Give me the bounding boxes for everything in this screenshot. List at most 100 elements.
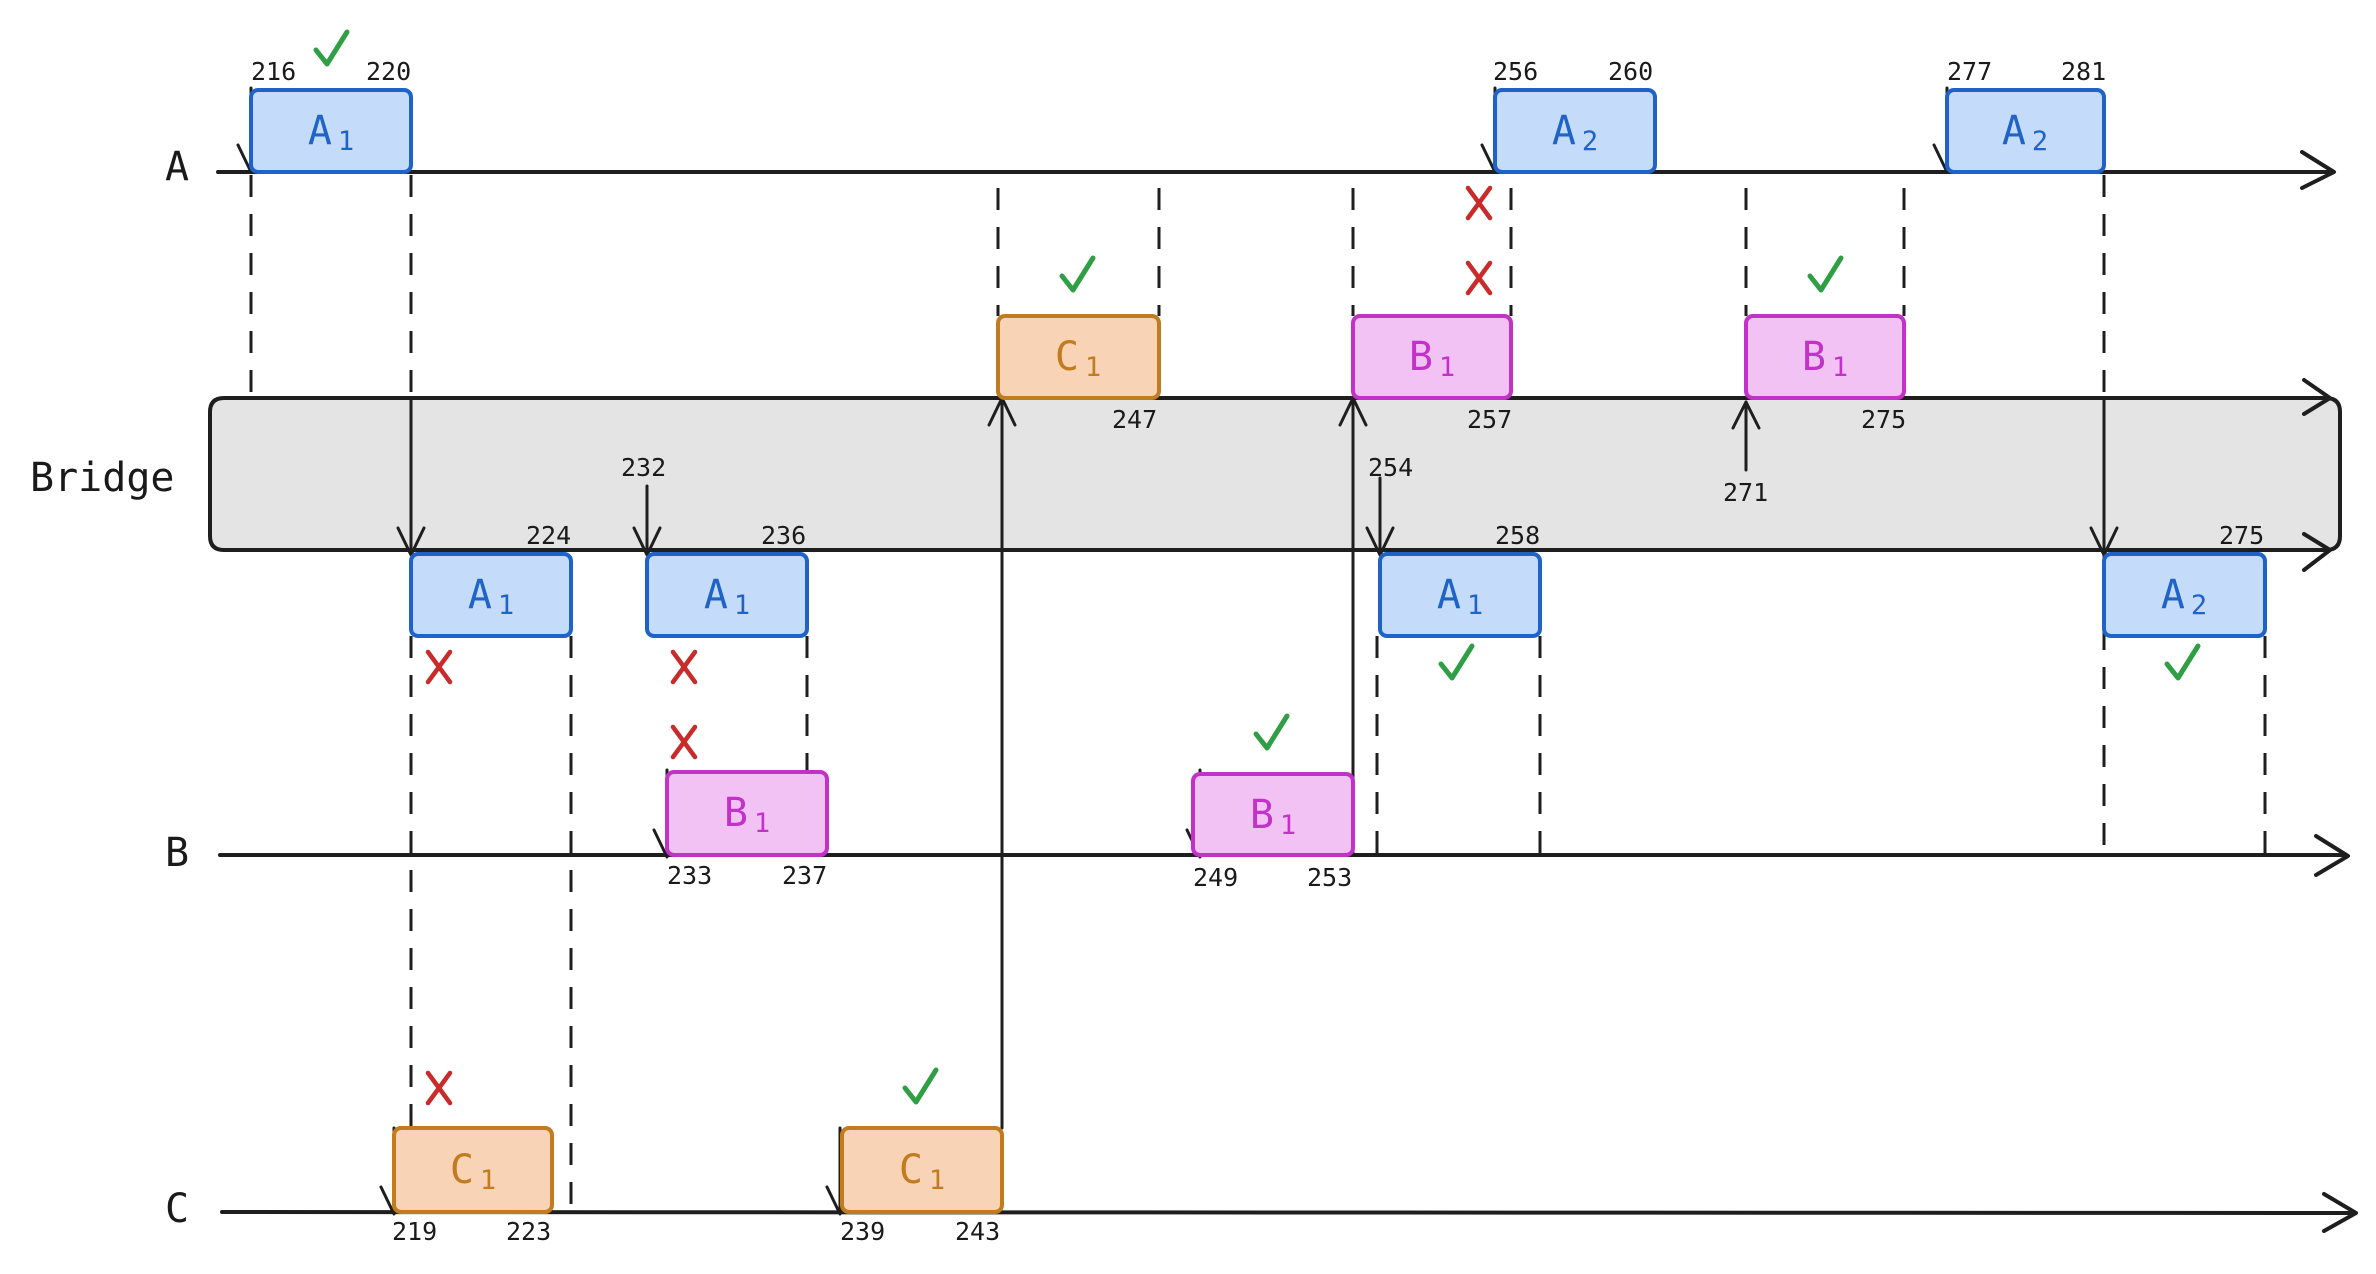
tick-label: 257: [1467, 405, 1512, 434]
block-subscript: 1: [1439, 352, 1455, 383]
cross-icon: [1465, 260, 1493, 296]
tick-label: 223: [506, 1217, 551, 1246]
svg-text:B1: B1: [724, 790, 770, 839]
block-subscript: 2: [2191, 590, 2207, 621]
svg-text:B1: B1: [1409, 334, 1455, 383]
lane-label-bridge: Bridge: [30, 455, 175, 501]
check-icon: [2164, 643, 2201, 681]
block-letter: C: [1055, 334, 1079, 380]
svg-text:A2: A2: [2161, 572, 2207, 621]
tick-label: 249: [1193, 863, 1238, 892]
lane-label-a: A: [165, 144, 189, 190]
tick-label: 216: [251, 57, 296, 86]
check-icon: [313, 29, 350, 67]
cross-icon: [425, 1070, 453, 1106]
tick-label: 243: [955, 1217, 1000, 1246]
tick-label: 281: [2061, 57, 2106, 86]
svg-text:A1: A1: [704, 572, 750, 621]
block-subscript: 1: [734, 590, 750, 621]
tick-label: 271: [1723, 478, 1768, 507]
tick-label: 253: [1307, 863, 1352, 892]
bridge-band: [208, 378, 2342, 572]
tick-label: 254: [1368, 453, 1413, 482]
block-subscript: 1: [1280, 810, 1296, 841]
tick-label: 224: [526, 521, 571, 550]
block-subscript: 1: [1832, 352, 1848, 383]
tick-label: 275: [2219, 521, 2264, 550]
lane-label-c: C: [165, 1186, 189, 1232]
svg-text:A2: A2: [2002, 108, 2048, 157]
block-letter: C: [899, 1147, 923, 1193]
cross-icon: [1465, 185, 1493, 221]
svg-text:C1: C1: [899, 1147, 945, 1196]
svg-text:C1: C1: [1055, 334, 1101, 383]
tick-label: 277: [1947, 57, 1992, 86]
tick-label: 256: [1493, 57, 1538, 86]
block-letter: A: [2161, 572, 2185, 618]
block-subscript: 1: [929, 1165, 945, 1196]
cross-icon: [670, 649, 698, 685]
dashed-guides: [249, 175, 2267, 1205]
block-letter: B: [1250, 792, 1274, 838]
tick-label: 232: [621, 453, 666, 482]
block-letter: A: [1552, 108, 1576, 154]
svg-text:B1: B1: [1802, 334, 1848, 383]
svg-text:B1: B1: [1250, 792, 1296, 841]
block-subscript: 2: [1582, 126, 1598, 157]
tick-label: 247: [1112, 405, 1157, 434]
block-subscript: 1: [1085, 352, 1101, 383]
svg-text:C1: C1: [450, 1147, 496, 1196]
block-subscript: 2: [2032, 126, 2048, 157]
check-icon: [1253, 713, 1290, 751]
block-subscript: 1: [1467, 590, 1483, 621]
lane-label-b: B: [165, 830, 189, 876]
block-letter: C: [450, 1147, 474, 1193]
svg-text:A1: A1: [468, 572, 514, 621]
block-letter: B: [724, 790, 748, 836]
block-subscript: 1: [498, 590, 514, 621]
check-icon: [902, 1067, 939, 1105]
tick-label: 237: [782, 861, 827, 890]
check-icon: [1438, 643, 1475, 681]
svg-text:A2: A2: [1552, 108, 1598, 157]
svg-text:A1: A1: [308, 108, 354, 157]
block-letter: A: [308, 108, 332, 154]
cross-icon: [670, 724, 698, 760]
tick-label: 219: [392, 1217, 437, 1246]
block-subscript: 1: [338, 126, 354, 157]
tick-label: 220: [366, 57, 411, 86]
tick-label: 260: [1608, 57, 1653, 86]
block-letter: B: [1409, 334, 1433, 380]
arrows: [236, 86, 2119, 1216]
tick-label: 239: [840, 1217, 885, 1246]
tick-label: 236: [761, 521, 806, 550]
block-letter: B: [1802, 334, 1826, 380]
block-subscript: 1: [754, 808, 770, 839]
tick-label: 233: [667, 861, 712, 890]
check-icon: [1059, 255, 1096, 293]
block-letter: A: [468, 572, 492, 618]
block-letter: A: [1437, 572, 1461, 618]
tick-label: 258: [1495, 521, 1540, 550]
tick-label: 275: [1861, 405, 1906, 434]
axis-c: [220, 1192, 2358, 1233]
svg-text:A1: A1: [1437, 572, 1483, 621]
check-icon: [1807, 255, 1844, 293]
cross-icon: [425, 649, 453, 685]
block-letter: A: [704, 572, 728, 618]
